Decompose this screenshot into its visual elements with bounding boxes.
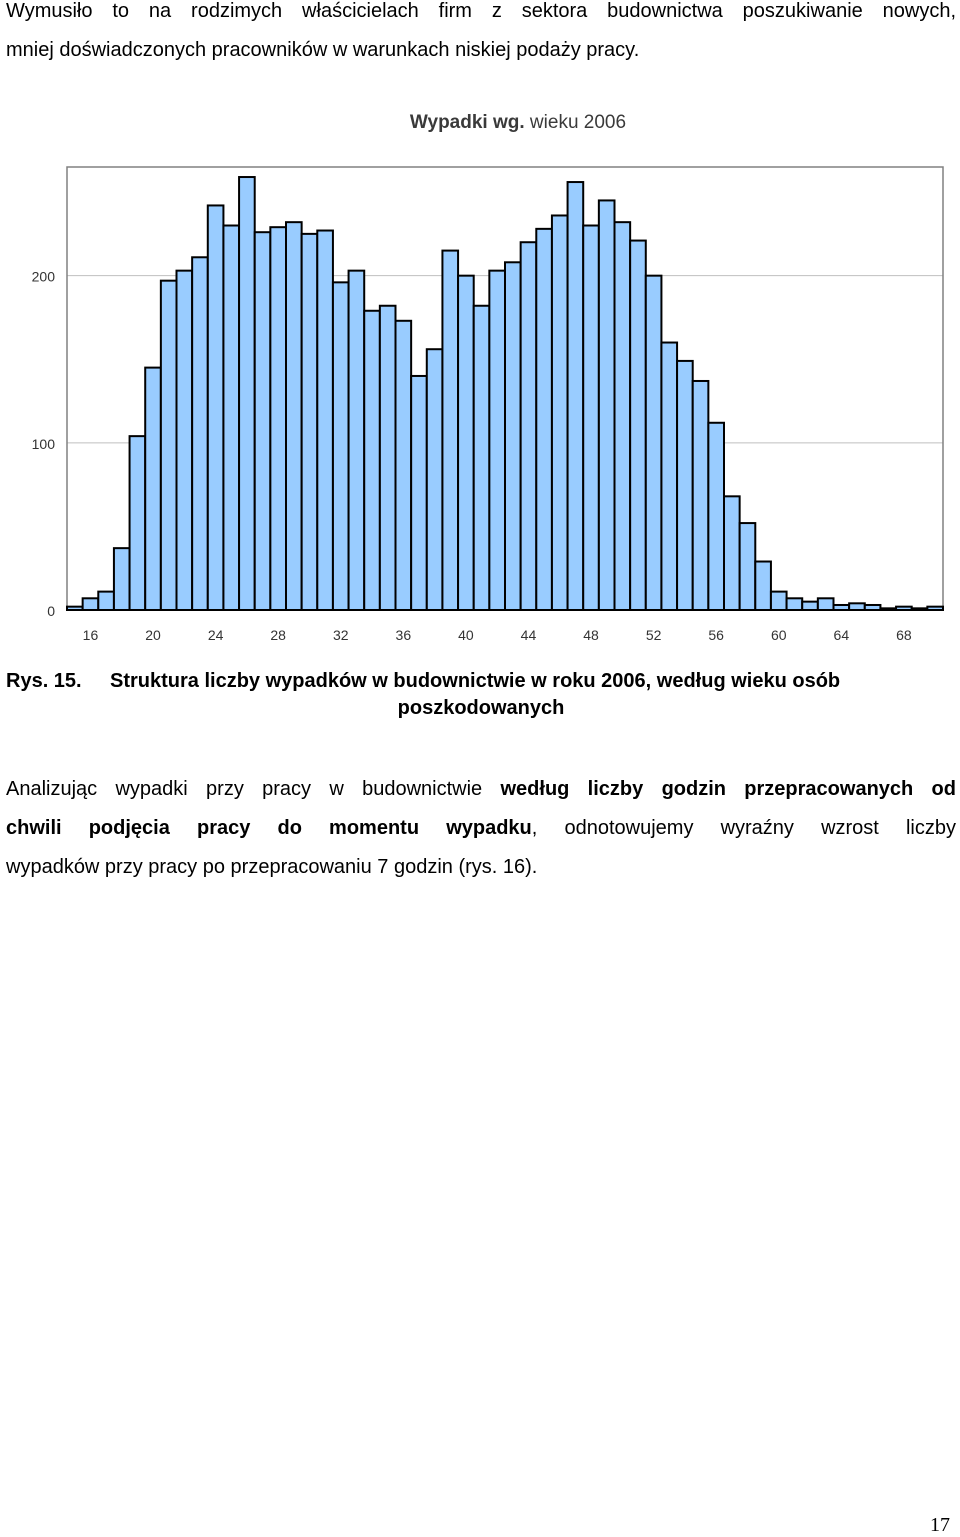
histogram-bar — [848, 602, 866, 611]
histogram-bar — [441, 249, 460, 612]
figure-caption: Rys. 15. Struktura liczby wypadków w budo… — [6, 668, 956, 722]
x-tick-label: 60 — [771, 627, 787, 643]
x-tick-label: 52 — [646, 627, 662, 643]
histogram-bar — [81, 597, 100, 612]
histogram-bar — [159, 279, 178, 611]
histogram-bar — [222, 224, 241, 612]
figure-label: Rys. 15. — [6, 670, 82, 692]
intro-line-1: Wymusiło to na rodzimych właścicielach f… — [6, 0, 956, 22]
histogram-bar — [128, 435, 147, 611]
histogram-bar — [535, 227, 553, 611]
analysis-line-2-plain: , odnotowujemy wyraźny wzrost liczby — [531, 817, 956, 839]
histogram-bar — [613, 221, 632, 611]
chart-title-rest: wieku 2006 — [524, 112, 627, 133]
histogram-bar — [801, 600, 819, 612]
histogram-bar — [879, 607, 898, 612]
histogram-bar — [206, 204, 225, 611]
histogram-bar — [425, 348, 444, 611]
analysis-line-3: wypadków przy pracy po przepracowaniu 7 … — [6, 856, 538, 878]
x-tick-label: 24 — [208, 627, 224, 643]
x-tick-label: 44 — [521, 627, 537, 643]
histogram-bar — [394, 319, 413, 611]
histogram-bar — [863, 603, 882, 611]
page-number: 17 — [930, 1514, 950, 1536]
histogram-bar — [175, 269, 194, 611]
intro-line-2: mniej doświadczonych pracowników w warun… — [6, 39, 640, 61]
histogram-bar — [785, 597, 804, 612]
histogram-bar — [723, 495, 741, 611]
histogram-bar — [378, 304, 397, 611]
histogram-bar — [926, 605, 944, 612]
x-tick-label: 32 — [333, 627, 349, 643]
chart-title: Wypadki wg. wieku 2006 — [0, 112, 960, 134]
x-tick-label: 48 — [583, 627, 599, 643]
histogram-bar — [660, 341, 679, 612]
histogram-bar — [629, 239, 647, 611]
x-tick-label: 28 — [270, 627, 286, 643]
y-tick-label: 0 — [47, 603, 55, 619]
chart-title-bold: Wypadki wg. — [409, 112, 525, 133]
figure-caption-line-1: Struktura liczby wypadków w budownictwie… — [110, 670, 841, 692]
histogram-bar — [238, 176, 256, 612]
analysis-line-2: chwili podjęcia pracy do momentu wypadku… — [6, 809, 956, 848]
histogram-bar — [316, 229, 334, 611]
histogram-bar — [472, 304, 491, 611]
histogram-bar — [504, 261, 522, 611]
histogram-bar — [269, 226, 288, 612]
age-histogram-chart: 0 100 200 16 20 24 28 32 36 40 44 48 52 56 60 64 68 — [32, 166, 944, 643]
histogram-bar — [550, 214, 569, 611]
x-tick-label: 68 — [896, 627, 912, 643]
x-tick-label: 16 — [83, 627, 99, 643]
x-tick-label: 36 — [396, 627, 412, 643]
histogram-bar — [738, 522, 757, 611]
x-tick-label: 56 — [708, 627, 724, 643]
histogram-bar — [331, 281, 350, 611]
x-tick-label: 64 — [834, 627, 850, 643]
histogram-bar — [832, 603, 851, 611]
histogram-bar — [363, 309, 381, 611]
histogram-bar — [566, 181, 585, 611]
analysis-line-1: Analizując wypadki przy pracy w budownic… — [6, 770, 956, 809]
histogram-bar — [347, 269, 366, 611]
y-tick-label: 100 — [32, 436, 56, 452]
histogram-bar — [191, 256, 209, 611]
histogram-bar — [910, 607, 929, 612]
histogram-bar — [144, 366, 162, 611]
histogram-bar — [66, 605, 84, 612]
histogram-bar — [582, 224, 600, 612]
figure-caption-line-2: poszkodowanych — [397, 697, 565, 719]
histogram-bar — [112, 547, 131, 611]
histogram-bar — [691, 379, 710, 611]
analysis-paragraph: Analizując wypadki przy pracy w budownic… — [6, 770, 956, 887]
histogram-bar — [676, 359, 694, 611]
histogram-bar — [300, 232, 319, 612]
histogram-bar — [754, 560, 772, 611]
histogram-bar — [97, 590, 115, 612]
histogram-bar — [488, 269, 507, 611]
histogram-bar — [816, 597, 835, 612]
histogram-bar — [644, 274, 663, 612]
histogram-bar — [597, 199, 616, 612]
analysis-line-1-plain: Analizując wypadki przy pracy w budownic… — [6, 778, 501, 800]
histogram-bar — [285, 221, 303, 611]
histogram-bar — [895, 605, 913, 612]
histogram-bar — [410, 374, 428, 611]
histogram-bar — [769, 590, 788, 612]
x-tick-label: 20 — [145, 627, 161, 643]
histogram-bar — [457, 274, 475, 612]
histogram-bar — [519, 241, 538, 612]
analysis-line-1-bold: według liczby godzin przepracowanych od — [500, 778, 956, 800]
x-tick-label: 40 — [458, 627, 474, 643]
intro-paragraph: Wymusiło to na rodzimych właścicielach f… — [6, 0, 956, 70]
analysis-line-2-bold: chwili podjęcia pracy do momentu wypadku — [6, 817, 532, 839]
histogram-bar — [707, 421, 725, 611]
y-tick-label: 200 — [32, 269, 56, 285]
histogram-bar — [253, 231, 272, 611]
